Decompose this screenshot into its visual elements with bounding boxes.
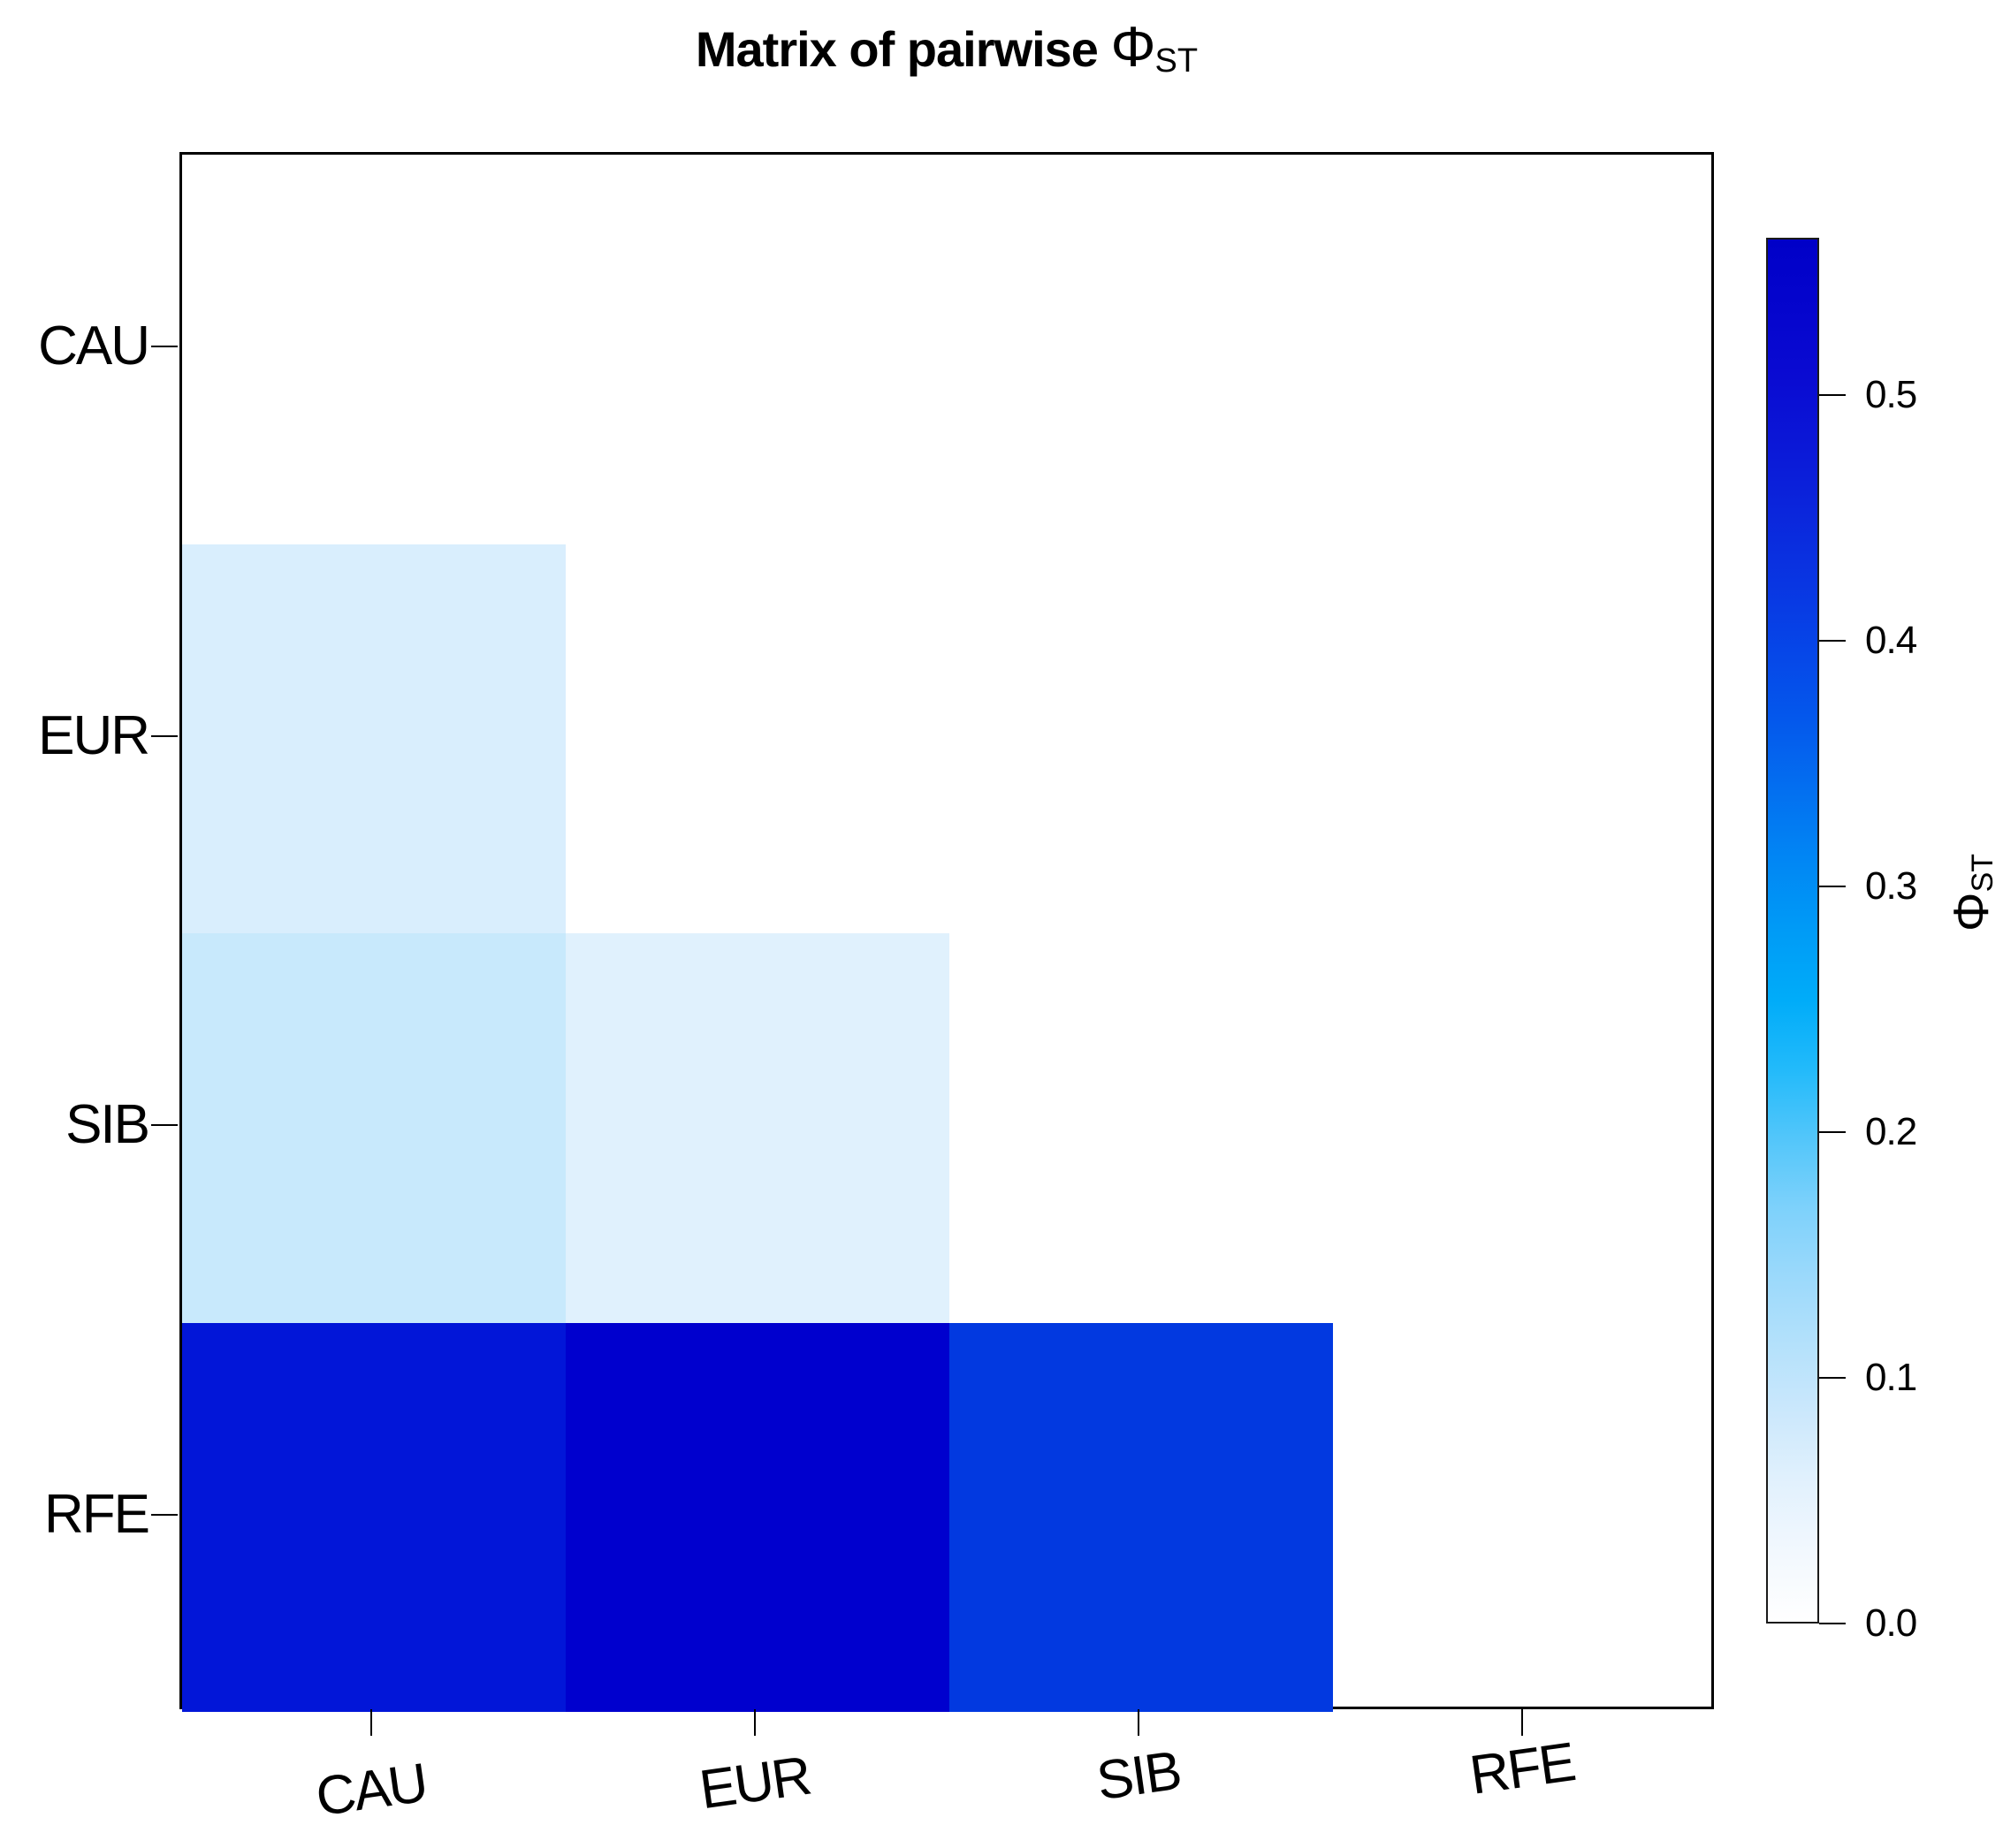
y-tick-cau [151,346,178,348]
colorbar-tick-label-0.2: 0.2 [1865,1109,1917,1153]
x-tick-cau [370,1709,372,1736]
y-tick-sib [151,1124,178,1127]
y-tick-eur [151,734,178,737]
x-axis-label-cau: CAU [312,1752,430,1829]
y-axis-label-cau: CAU [38,316,150,377]
heatmap-cell-eur-cau [182,544,566,933]
colorbar-tick-label-0.5: 0.5 [1865,372,1917,416]
colorbar-axis-label: ΦST [1909,760,2003,1025]
y-axis-label-rfe: RFE [44,1483,150,1545]
heatmap-cell-rfe-eur [566,1322,949,1712]
colorbar-tick-label-0.0: 0.0 [1865,1601,1917,1645]
heatmap-cell-rfe-cau [182,1322,566,1712]
phi-subscript: ST [1154,42,1199,80]
heatmap-cell-sib-cau [182,933,566,1323]
y-tick-rfe [151,1513,178,1516]
x-axis-label-rfe: RFE [1466,1731,1579,1806]
colorbar-tick-label-0.4: 0.4 [1865,618,1917,662]
colorbar-tick-label-0.1: 0.1 [1865,1355,1917,1399]
heatmap-plot-area [179,152,1714,1712]
phi-symbol: Φ [1110,15,1155,79]
chart-title: Matrix of pairwise ΦST [179,14,1714,80]
colorbar-tick-0.1 [1819,1376,1846,1379]
colorbar-phi-symbol: Φ [1943,892,1999,932]
x-tick-sib [1138,1709,1139,1736]
heatmap-cell-sib-eur [566,933,949,1323]
x-axis-label-eur: EUR [696,1745,814,1821]
x-axis-label-sib: SIB [1093,1739,1184,1813]
x-tick-eur [754,1709,756,1736]
colorbar-tick-0.5 [1819,393,1846,396]
y-axis-label-sib: SIB [65,1094,150,1156]
heatmap-cell-rfe-sib [949,1322,1333,1712]
colorbar-phi-subscript: ST [1966,853,1999,893]
x-tick-rfe [1521,1709,1523,1736]
chart-title-text: Matrix of pairwise [695,21,1111,77]
colorbar-tick-0.4 [1819,639,1846,642]
colorbar-gradient [1766,238,1819,1624]
colorbar-tick-0.2 [1819,1130,1846,1133]
colorbar-tick-label-0.3: 0.3 [1865,863,1917,908]
y-axis-label-eur: EUR [38,704,150,766]
colorbar-tick-0.3 [1819,885,1846,887]
colorbar-tick-0.0 [1819,1623,1846,1624]
